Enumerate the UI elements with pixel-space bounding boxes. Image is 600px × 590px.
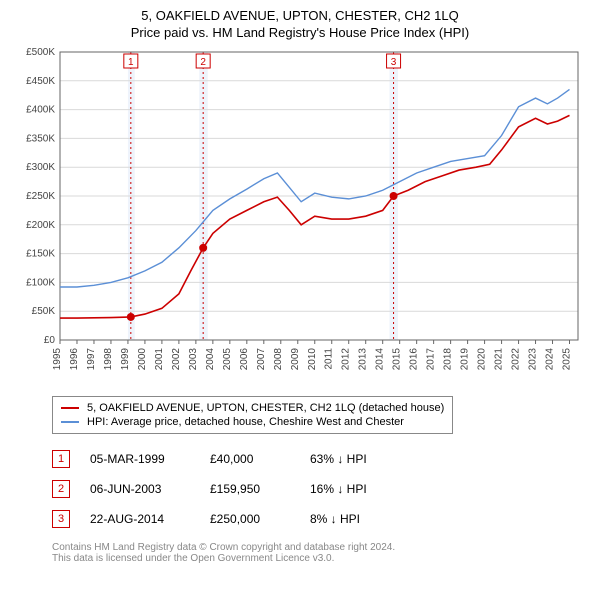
marker-number-box: 3 bbox=[52, 510, 70, 528]
svg-text:1995: 1995 bbox=[52, 348, 63, 371]
marker-number-box: 1 bbox=[52, 450, 70, 468]
svg-text:2023: 2023 bbox=[528, 348, 539, 371]
legend-row: 5, OAKFIELD AVENUE, UPTON, CHESTER, CH2 … bbox=[61, 401, 444, 415]
svg-text:£150K: £150K bbox=[26, 249, 55, 260]
marker-delta: 16% ↓ HPI bbox=[310, 482, 410, 496]
marker-date: 22-AUG-2014 bbox=[90, 512, 190, 526]
footnote-line1: Contains HM Land Registry data © Crown c… bbox=[52, 542, 588, 553]
svg-text:£50K: £50K bbox=[32, 306, 56, 317]
svg-text:£300K: £300K bbox=[26, 162, 55, 173]
legend-label: HPI: Average price, detached house, Ches… bbox=[87, 416, 404, 428]
svg-text:2007: 2007 bbox=[256, 348, 267, 371]
page-root: 5, OAKFIELD AVENUE, UPTON, CHESTER, CH2 … bbox=[0, 0, 600, 576]
svg-text:3: 3 bbox=[391, 57, 397, 68]
svg-text:2005: 2005 bbox=[222, 348, 233, 371]
svg-text:2013: 2013 bbox=[358, 348, 369, 371]
marker-delta: 8% ↓ HPI bbox=[310, 512, 410, 526]
svg-text:2018: 2018 bbox=[443, 348, 454, 371]
svg-text:2022: 2022 bbox=[511, 348, 522, 371]
marker-price: £40,000 bbox=[210, 452, 290, 466]
svg-text:2010: 2010 bbox=[307, 348, 318, 371]
chart-area: £0 £50K £100K £150K £200K £250K £300K £350K £400… bbox=[12, 46, 588, 386]
marker-date: 06-JUN-2003 bbox=[90, 482, 190, 496]
marker-delta: 63% ↓ HPI bbox=[310, 452, 410, 466]
svg-text:2017: 2017 bbox=[426, 348, 437, 371]
svg-text:1999: 1999 bbox=[120, 348, 131, 371]
svg-text:£500K: £500K bbox=[26, 47, 55, 58]
svg-text:2016: 2016 bbox=[409, 348, 420, 371]
marker-row: 3 22-AUG-2014 £250,000 8% ↓ HPI bbox=[52, 504, 588, 534]
svg-text:£0: £0 bbox=[44, 335, 56, 346]
legend-swatch bbox=[61, 407, 79, 409]
markers-table: 1 05-MAR-1999 £40,000 63% ↓ HPI 2 06-JUN-2003… bbox=[52, 444, 588, 534]
marker-row: 2 06-JUN-2003 £159,950 16% ↓ HPI bbox=[52, 474, 588, 504]
marker-date: 05-MAR-1999 bbox=[90, 452, 190, 466]
legend-label: 5, OAKFIELD AVENUE, UPTON, CHESTER, CH2 … bbox=[87, 402, 444, 414]
svg-text:2003: 2003 bbox=[188, 348, 199, 371]
marker-price: £159,950 bbox=[210, 482, 290, 496]
legend-row: HPI: Average price, detached house, Ches… bbox=[61, 415, 444, 429]
svg-text:1997: 1997 bbox=[86, 348, 97, 371]
line-chart-svg: £0 £50K £100K £150K £200K £250K £300K £350K £400… bbox=[12, 46, 588, 386]
footnote: Contains HM Land Registry data © Crown c… bbox=[52, 542, 588, 564]
title-subtitle: Price paid vs. HM Land Registry's House … bbox=[12, 25, 588, 40]
chart-titles: 5, OAKFIELD AVENUE, UPTON, CHESTER, CH2 … bbox=[12, 8, 588, 40]
svg-text:2012: 2012 bbox=[341, 348, 352, 371]
svg-text:2001: 2001 bbox=[154, 348, 165, 371]
svg-text:2000: 2000 bbox=[137, 348, 148, 371]
svg-text:2008: 2008 bbox=[273, 348, 284, 371]
svg-text:1998: 1998 bbox=[103, 348, 114, 371]
svg-text:£100K: £100K bbox=[26, 277, 55, 288]
svg-text:2021: 2021 bbox=[494, 348, 505, 371]
svg-text:2006: 2006 bbox=[239, 348, 250, 371]
marker-number-box: 2 bbox=[52, 480, 70, 498]
svg-text:2019: 2019 bbox=[460, 348, 471, 371]
svg-text:2009: 2009 bbox=[290, 348, 301, 371]
legend: 5, OAKFIELD AVENUE, UPTON, CHESTER, CH2 … bbox=[52, 396, 453, 434]
svg-text:£200K: £200K bbox=[26, 220, 55, 231]
legend-swatch bbox=[61, 421, 79, 423]
svg-text:2004: 2004 bbox=[205, 348, 216, 371]
title-address: 5, OAKFIELD AVENUE, UPTON, CHESTER, CH2 … bbox=[12, 8, 588, 23]
footnote-line2: This data is licensed under the Open Gov… bbox=[52, 553, 588, 564]
svg-text:2015: 2015 bbox=[392, 348, 403, 371]
svg-text:£450K: £450K bbox=[26, 76, 55, 87]
svg-text:2025: 2025 bbox=[562, 348, 573, 371]
svg-text:£350K: £350K bbox=[26, 133, 55, 144]
svg-text:2014: 2014 bbox=[375, 348, 386, 371]
svg-text:1996: 1996 bbox=[69, 348, 80, 371]
svg-text:2024: 2024 bbox=[545, 348, 556, 371]
svg-text:2002: 2002 bbox=[171, 348, 182, 371]
svg-text:£250K: £250K bbox=[26, 191, 55, 202]
marker-price: £250,000 bbox=[210, 512, 290, 526]
svg-text:1: 1 bbox=[128, 57, 134, 68]
svg-text:2020: 2020 bbox=[477, 348, 488, 371]
svg-text:2: 2 bbox=[200, 57, 206, 68]
marker-row: 1 05-MAR-1999 £40,000 63% ↓ HPI bbox=[52, 444, 588, 474]
svg-text:2011: 2011 bbox=[324, 348, 335, 370]
svg-text:£400K: £400K bbox=[26, 105, 55, 116]
